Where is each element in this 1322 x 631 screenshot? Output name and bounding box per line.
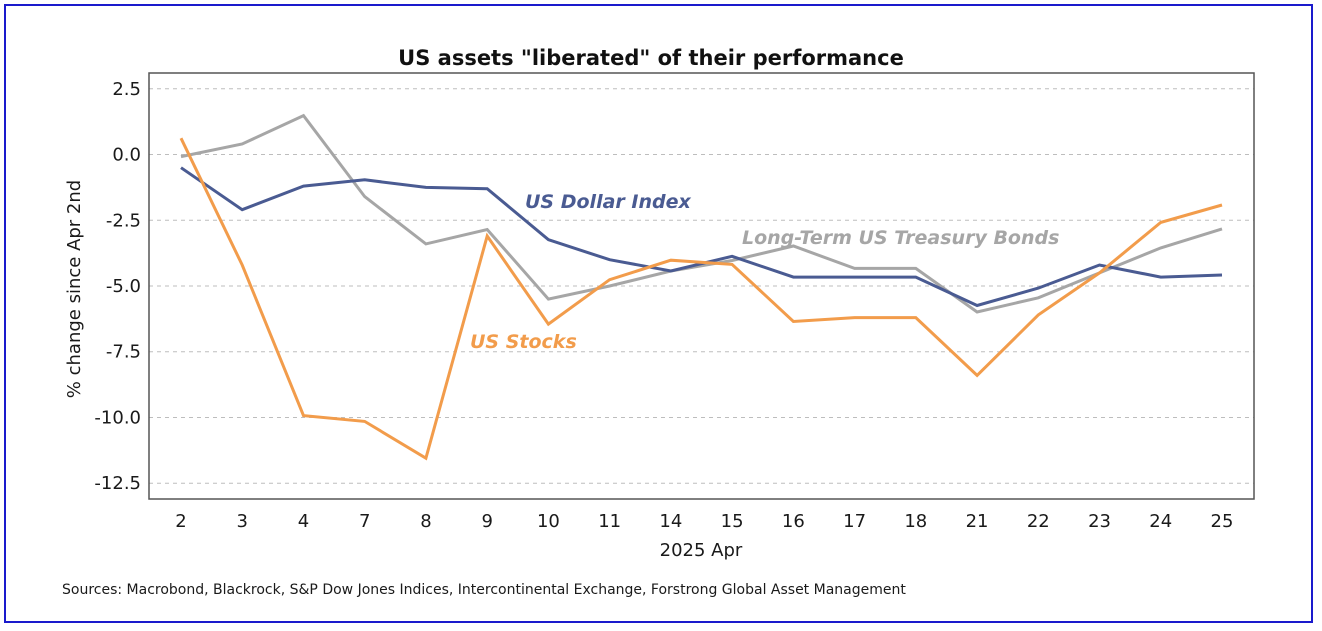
annotation-us-stocks: US Stocks [470,331,577,353]
gridlines [149,88,1254,484]
x-tick-label: 3 [237,511,248,532]
y-tick-label: -2.5 [106,210,141,231]
chart-frame [4,4,1313,623]
x-tick-label: 4 [298,511,309,532]
x-tick-label: 17 [843,511,866,532]
x-tick-label: 16 [782,511,805,532]
x-axis-label: 2025 Apr [660,540,743,561]
x-tick-label: 23 [1088,511,1111,532]
y-axis-label: % change since Apr 2nd [64,180,85,398]
x-tick-label: 9 [481,511,492,532]
x-axis-ticks: 2 3 4 7 8 9 10 11 14 15 16 17 18 21 22 23 24 25 [175,511,1233,532]
x-tick-label: 25 [1211,511,1234,532]
x-tick-label: 15 [721,511,744,532]
x-tick-label: 18 [904,511,927,532]
annotation-us-dollar-index: US Dollar Index [525,191,691,213]
x-tick-label: 2 [175,511,186,532]
source-note: Sources: Macrobond, Blackrock, S&P Dow J… [62,582,906,598]
x-tick-label: 10 [537,511,560,532]
series-line-us-stocks [179,137,1223,461]
y-tick-label: -12.5 [94,473,141,494]
x-tick-label: 21 [966,511,989,532]
y-tick-label: 0.0 [112,145,141,166]
series-line-us-dollar-index [180,166,1223,308]
x-tick-label: 11 [598,511,621,532]
x-tick-label: 14 [659,511,682,532]
series-line-long-term-us-treasury-bonds [180,113,1223,314]
plot-area [148,72,1255,500]
series-lines [179,113,1223,461]
x-tick-label: 8 [420,511,431,532]
x-tick-label: 7 [359,511,370,532]
chart-title: US assets "liberated" of their performan… [398,46,904,70]
x-tick-label: 22 [1027,511,1050,532]
y-tick-label: -10.0 [94,407,141,428]
y-axis-ticks: 2.5 0.0 -2.5 -5.0 -7.5 -10.0 -12.5 [94,79,141,494]
y-tick-label: 2.5 [112,79,141,100]
y-tick-label: -7.5 [106,342,141,363]
annotation-treasury-bonds: Long-Term US Treasury Bonds [742,227,1059,249]
x-tick-label: 24 [1149,511,1172,532]
y-tick-label: -5.0 [106,276,141,297]
